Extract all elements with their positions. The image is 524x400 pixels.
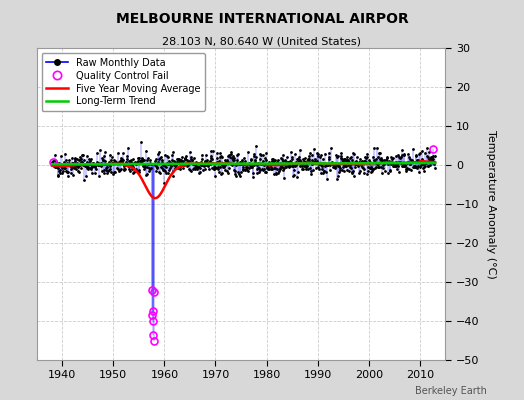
Text: 28.103 N, 80.640 W (United States): 28.103 N, 80.640 W (United States) [162,36,362,46]
Legend: Raw Monthly Data, Quality Control Fail, Five Year Moving Average, Long-Term Tren: Raw Monthly Data, Quality Control Fail, … [41,53,205,111]
Text: MELBOURNE INTERNATIONAL AIRPOR: MELBOURNE INTERNATIONAL AIRPOR [116,12,408,26]
Y-axis label: Temperature Anomaly (°C): Temperature Anomaly (°C) [486,130,496,278]
Text: Berkeley Earth: Berkeley Earth [416,386,487,396]
